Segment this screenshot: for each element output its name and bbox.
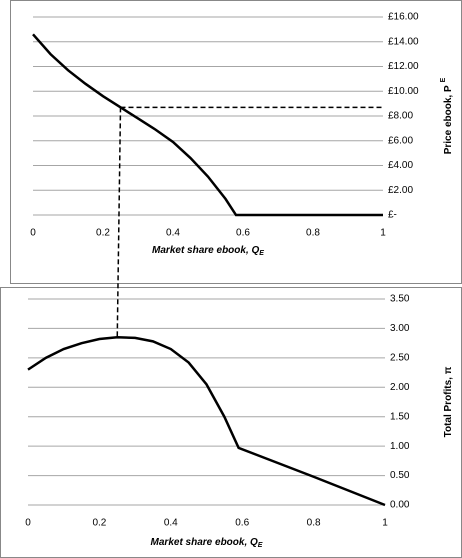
x-tick-label: 0.4 [164, 518, 178, 529]
y-tick-label: 0.00 [390, 500, 410, 511]
guide-vertical [116, 107, 122, 338]
x-axis-label: Market share ebook, QE [152, 245, 264, 257]
y-tick-label: 2.00 [390, 382, 410, 393]
line-series [32, 33, 383, 217]
x-tick-label: 0 [30, 228, 36, 239]
x-tick-label: 0.4 [166, 228, 180, 239]
y-axis-label-text: Total Profits, π [443, 366, 454, 437]
y-axis-label: Total Profits, π [443, 366, 454, 437]
y-tick-label: £8.00 [388, 111, 413, 122]
y-tick-label: £2.00 [388, 185, 413, 196]
x-axis-label-sub: E [259, 250, 264, 257]
y-tick-label: £- [388, 210, 397, 221]
y-axis-label-text: Price ebook, P [443, 85, 454, 154]
x-tick-label: 0.6 [235, 518, 249, 529]
x-axis-label-sub: E [258, 542, 263, 549]
y-axis-label: Price ebook, P E [440, 77, 454, 154]
x-axis-label: Market share ebook, QE [151, 537, 263, 549]
y-tick-label: £4.00 [388, 160, 413, 171]
y-tick-label: £12.00 [388, 61, 419, 72]
x-tick-label: 1 [380, 228, 386, 239]
y-tick-label: 1.50 [390, 411, 410, 422]
y-tick-label: 0.50 [390, 470, 410, 481]
x-tick-label: 0.8 [306, 228, 320, 239]
x-axis-label-text: Market share ebook, Q [151, 537, 258, 548]
x-tick-label: 0 [25, 518, 31, 529]
line-series [27, 336, 386, 507]
y-axis-label-sup: E [440, 77, 447, 82]
y-tick-label: 1.00 [390, 441, 410, 452]
y-tick-label: 2.50 [390, 352, 410, 363]
y-tick-label: £6.00 [388, 135, 413, 146]
x-tick-label: 1 [382, 518, 388, 529]
y-tick-label: 3.00 [390, 323, 410, 334]
y-tick-label: 3.50 [390, 294, 410, 305]
y-tick-label: £10.00 [388, 86, 419, 97]
y-tick-label: £14.00 [388, 36, 419, 47]
x-axis-label-text: Market share ebook, Q [152, 245, 259, 256]
x-tick-label: 0.2 [92, 518, 106, 529]
x-tick-label: 0.2 [96, 228, 110, 239]
y-tick-label: £16.00 [388, 12, 419, 23]
x-tick-label: 0.8 [307, 518, 321, 529]
x-tick-label: 0.6 [236, 228, 250, 239]
